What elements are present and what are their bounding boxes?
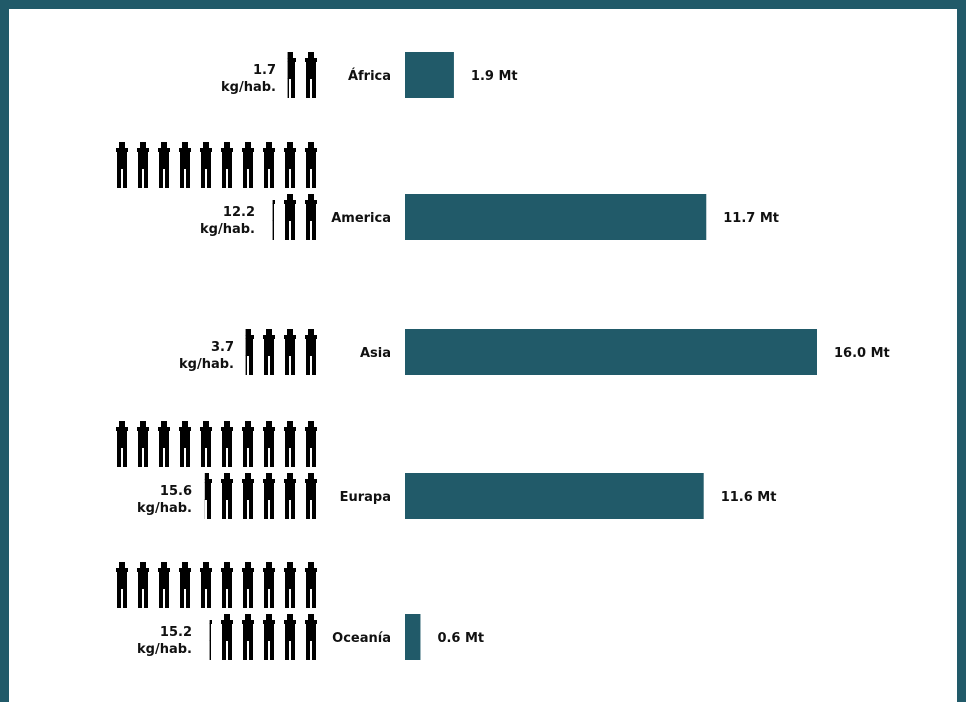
person-icon	[305, 421, 317, 467]
value-label: 11.6 Mt	[721, 490, 777, 505]
person-icon	[284, 614, 296, 660]
per-capita-unit: kg/hab.	[179, 357, 234, 372]
person-icon	[242, 562, 254, 608]
person-icon	[305, 562, 317, 608]
category-label: Oceanía	[332, 631, 391, 646]
person-icon	[158, 142, 170, 188]
person-icon	[200, 421, 212, 467]
per-capita-value: 15.6	[160, 484, 192, 499]
person-icon	[305, 194, 317, 240]
person-icon	[287, 52, 296, 98]
person-icon	[263, 562, 275, 608]
person-icon	[116, 562, 128, 608]
person-icon	[305, 142, 317, 188]
person-icon	[284, 194, 296, 240]
value-label: 0.6 Mt	[437, 631, 484, 646]
person-icon	[263, 142, 275, 188]
per-capita-value: 15.2	[160, 625, 192, 640]
category-label: Eurapa	[340, 490, 391, 505]
per-capita-unit: kg/hab.	[137, 642, 192, 657]
person-icon	[242, 142, 254, 188]
person-icon	[179, 421, 191, 467]
bar	[405, 614, 421, 660]
chart-svg: África 1.9 Mt 1.7 kg/hab. America 11.7 Mt 12.2…	[116, 52, 890, 660]
person-icon	[242, 614, 254, 660]
person-icon	[158, 562, 170, 608]
category-label: África	[348, 68, 391, 84]
person-icon	[137, 562, 149, 608]
person-icon	[245, 329, 254, 375]
bar	[405, 52, 454, 98]
person-icon	[284, 142, 296, 188]
person-icon	[305, 329, 317, 375]
person-icon	[272, 200, 275, 240]
person-icon	[242, 421, 254, 467]
value-label: 16.0 Mt	[834, 346, 890, 361]
person-icon	[263, 421, 275, 467]
person-icon	[284, 421, 296, 467]
category-label: America	[331, 211, 391, 226]
per-capita-unit: kg/hab.	[200, 222, 255, 237]
per-capita-unit: kg/hab.	[221, 80, 276, 95]
person-icon	[179, 562, 191, 608]
person-icon	[200, 562, 212, 608]
per-capita-value: 1.7	[253, 63, 276, 78]
person-icon	[137, 142, 149, 188]
value-label: 11.7 Mt	[723, 211, 779, 226]
person-icon	[200, 142, 212, 188]
person-icon	[116, 421, 128, 467]
person-icon	[263, 614, 275, 660]
person-icon	[221, 614, 233, 660]
person-icon	[116, 142, 128, 188]
person-icon	[305, 473, 317, 519]
person-icon	[284, 562, 296, 608]
person-icon	[284, 329, 296, 375]
person-icon	[263, 329, 275, 375]
person-icon	[305, 614, 317, 660]
bar	[405, 194, 707, 240]
person-icon	[137, 421, 149, 467]
person-icon	[204, 473, 212, 519]
value-label: 1.9 Mt	[471, 69, 518, 84]
category-label: Asia	[360, 346, 391, 361]
person-icon	[221, 562, 233, 608]
person-icon	[179, 142, 191, 188]
bar	[405, 473, 704, 519]
per-capita-value: 3.7	[211, 340, 234, 355]
person-icon	[242, 473, 254, 519]
person-icon	[158, 421, 170, 467]
per-capita-unit: kg/hab.	[137, 501, 192, 516]
person-icon	[221, 142, 233, 188]
person-icon	[221, 421, 233, 467]
bar	[405, 329, 817, 375]
person-icon	[221, 473, 233, 519]
person-icon	[284, 473, 296, 519]
person-icon	[305, 52, 317, 98]
person-icon	[263, 473, 275, 519]
per-capita-value: 12.2	[223, 205, 255, 220]
person-icon	[209, 620, 212, 660]
